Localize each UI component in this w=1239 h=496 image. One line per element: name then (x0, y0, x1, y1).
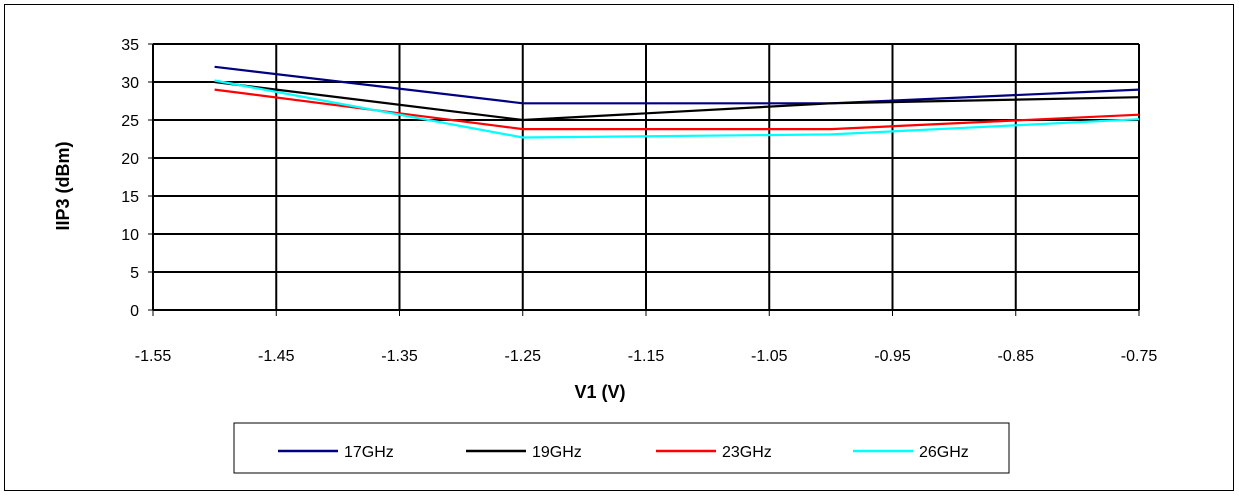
x-tick-label: -1.05 (751, 348, 788, 365)
x-tick-label: -0.95 (874, 348, 911, 365)
legend-label: 19GHz (532, 444, 582, 461)
x-tick-label: -1.15 (628, 348, 665, 365)
series-line-26GHz (214, 79, 1140, 139)
chart-frame (4, 4, 1234, 491)
x-tick-label: -1.35 (381, 348, 418, 365)
y-tick-labels: 0 5 10 15 20 25 30 35 (121, 37, 139, 320)
x-tick-label: -1.55 (135, 348, 172, 365)
series-line-17GHz (214, 65, 1140, 105)
x-axis-title: V1 (V) (574, 382, 625, 402)
x-tick-label: -1.45 (258, 348, 295, 365)
legend: 17GHz 19GHz 23GHz 26GHz (278, 444, 969, 461)
y-tick-label: 20 (121, 151, 139, 168)
y-tick-label: 25 (121, 113, 139, 130)
legend-label: 26GHz (919, 444, 969, 461)
series-line-19GHz (214, 80, 1140, 122)
y-axis-title: IIP3 (dBm) (53, 141, 73, 230)
x-tick-labels: -1.55 -1.45 -1.35 -1.25 -1.15 -1.05 -0.95 -0.85… (135, 348, 1158, 365)
y-tick-label: 10 (121, 227, 139, 244)
plot-series (214, 65, 1140, 139)
x-tick-label: -0.85 (998, 348, 1035, 365)
y-tick-label: 0 (130, 303, 139, 320)
y-tick-label: 5 (130, 265, 139, 282)
axes (148, 43, 1140, 316)
grid-lines (152, 43, 1140, 311)
x-tick-label: -1.25 (505, 348, 542, 365)
legend-label: 17GHz (344, 444, 394, 461)
legend-box (233, 422, 1010, 474)
legend-label: 23GHz (722, 444, 772, 461)
x-tick-label: -0.75 (1121, 348, 1158, 365)
y-tick-label: 35 (121, 37, 139, 54)
y-tick-label: 15 (121, 189, 139, 206)
y-tick-label: 30 (121, 75, 139, 92)
